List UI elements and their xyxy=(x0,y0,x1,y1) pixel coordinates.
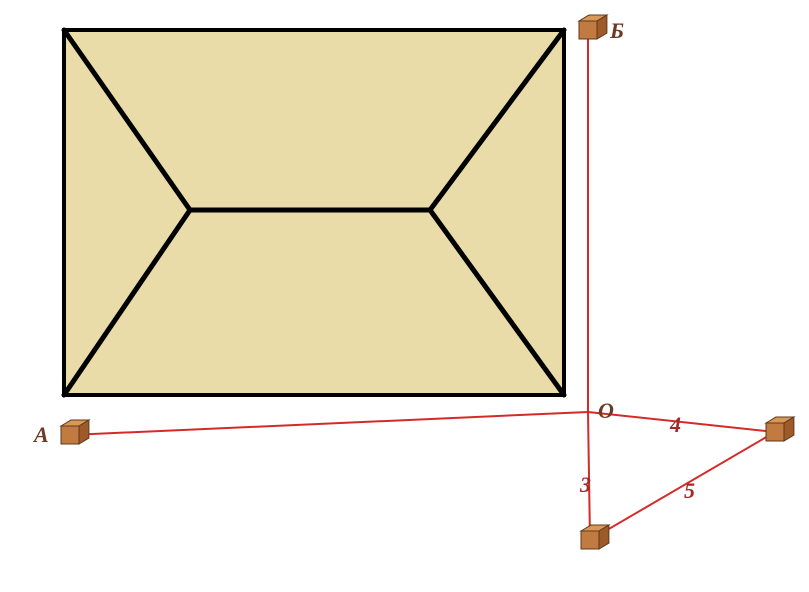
cord-line xyxy=(588,412,775,432)
peg-P4 xyxy=(766,417,794,441)
dim-label-3: 3 xyxy=(580,472,591,498)
cord-line xyxy=(70,412,588,435)
cord-line xyxy=(590,432,775,540)
peg-P3 xyxy=(581,525,609,549)
dim-label-5: 5 xyxy=(684,478,695,504)
peg-A xyxy=(61,420,89,444)
label-o: О xyxy=(598,398,614,424)
peg-B xyxy=(579,15,607,39)
label-a: А xyxy=(34,422,49,448)
label-b: Б xyxy=(610,18,624,44)
dim-label-4: 4 xyxy=(670,412,681,438)
